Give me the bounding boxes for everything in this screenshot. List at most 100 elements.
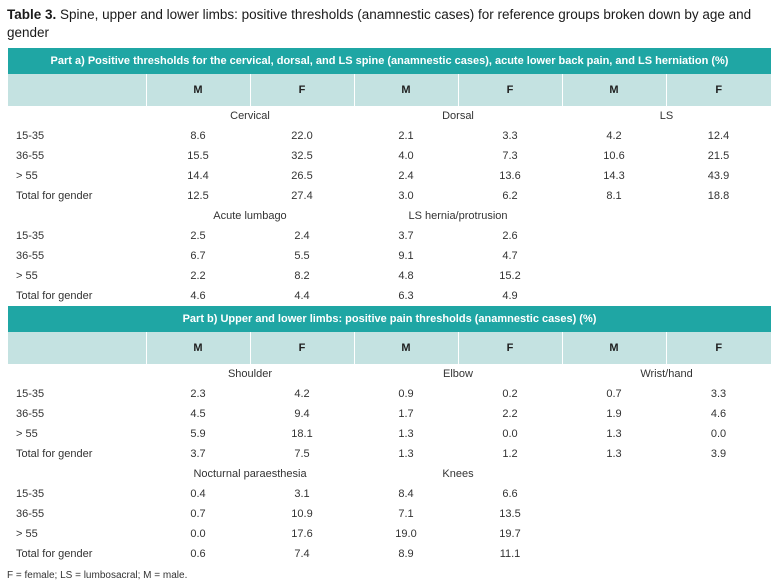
value-cell: 6.3: [398, 290, 414, 302]
value-cell: [666, 524, 771, 544]
value-cell: 15.5: [187, 150, 209, 162]
value-cell: 6.7: [190, 250, 206, 262]
value-cell: 0.9: [398, 388, 414, 400]
value-cell: 43.9: [707, 170, 730, 182]
value-cell: 0.7: [606, 388, 622, 400]
value-cell: 12.5: [187, 190, 209, 202]
value-cell: 4.6: [190, 290, 206, 302]
group-label: Dorsal: [442, 110, 474, 122]
value-cell: 11.1: [499, 548, 521, 560]
group-label-row: Acute lumbago LS hernia/protrusion: [8, 206, 771, 226]
value-cell: 8.4: [398, 488, 414, 500]
female-column-header: F: [457, 74, 562, 106]
group-label: Knees: [442, 468, 474, 480]
value-cell: 2.2: [502, 408, 518, 420]
value-cell: 3.9: [710, 448, 727, 460]
value-cell: 4.7: [502, 250, 518, 262]
row-label: 36-55: [16, 408, 45, 420]
value-cell: 8.1: [606, 190, 622, 202]
table-row: Total for gender 3.7 7.5 1.3 1.2 1.3 3.9: [8, 444, 771, 464]
female-column-header: F: [249, 332, 354, 364]
table-row: > 55 5.9 18.1 1.3 0.0 1.3 0.0: [8, 424, 771, 444]
value-cell: 5.5: [294, 250, 310, 262]
row-label: Total for gender: [16, 190, 93, 202]
data-table: Part a) Positive thresholds for the cerv…: [8, 48, 772, 564]
table-row: 15-35 8.6 22.0 2.1 3.3 4.2 12.4: [8, 126, 771, 146]
value-cell: 2.2: [190, 270, 206, 282]
table-row: > 55 14.4 26.5 2.4 13.6 14.3 43.9: [8, 166, 771, 186]
part-header-row: Part a) Positive thresholds for the cerv…: [8, 48, 772, 74]
value-cell: 7.1: [398, 508, 414, 520]
value-cell: [666, 286, 771, 306]
empty-header-cell: [8, 332, 146, 364]
value-cell: 2.6: [502, 230, 518, 242]
male-column-header: M: [353, 74, 458, 106]
part-header-row: Part b) Upper and lower limbs: positive …: [8, 306, 772, 332]
group-label: [562, 206, 771, 226]
value-cell: 1.3: [606, 448, 622, 460]
male-column-header: M: [145, 74, 250, 106]
value-cell: 26.5: [291, 170, 313, 182]
empty-cell: [8, 206, 146, 226]
value-cell: 0.4: [190, 488, 206, 500]
table-footnote: F = female; LS = lumbosacral; M = male.: [7, 570, 188, 581]
value-cell: 19.7: [499, 528, 521, 540]
part-title: Part a) Positive thresholds for the cerv…: [8, 48, 772, 74]
value-cell: 0.0: [502, 428, 518, 440]
male-column-header: M: [353, 332, 458, 364]
value-cell: 0.0: [710, 428, 727, 440]
value-cell: [562, 226, 666, 246]
table-row: 36-55 15.5 32.5 4.0 7.3 10.6 21.5: [8, 146, 771, 166]
value-cell: 3.1: [294, 488, 310, 500]
value-cell: 4.2: [294, 388, 310, 400]
value-cell: [562, 504, 666, 524]
table-title: Spine, upper and lower limbs: positive t…: [7, 7, 752, 40]
value-cell: 14.3: [603, 170, 625, 182]
table-row: 36-55 6.7 5.5 9.1 4.7: [8, 246, 771, 266]
value-cell: 9.4: [294, 408, 310, 420]
value-cell: 7.4: [294, 548, 310, 560]
value-cell: [562, 246, 666, 266]
row-label: 15-35: [16, 230, 45, 242]
value-cell: 13.5: [499, 508, 521, 520]
part-title: Part b) Upper and lower limbs: positive …: [8, 306, 772, 332]
table-row: 36-55 0.7 10.9 7.1 13.5: [8, 504, 771, 524]
table-row: Total for gender 12.5 27.4 3.0 6.2 8.1 18.8: [8, 186, 771, 206]
value-cell: 14.4: [187, 170, 209, 182]
value-cell: 8.2: [294, 270, 310, 282]
empty-cell: [8, 464, 146, 484]
row-label: > 55: [16, 428, 38, 440]
male-column-header: M: [561, 332, 666, 364]
value-cell: [666, 246, 771, 266]
group-label-row: Cervical Dorsal LS: [8, 106, 771, 126]
value-cell: 0.6: [190, 548, 206, 560]
row-label: Total for gender: [16, 448, 93, 460]
value-cell: [562, 524, 666, 544]
value-cell: 19.0: [395, 528, 417, 540]
value-cell: 1.3: [606, 428, 622, 440]
value-cell: 4.4: [294, 290, 310, 302]
value-cell: 9.1: [398, 250, 414, 262]
value-cell: [562, 544, 666, 564]
table-row: 15-35 2.5 2.4 3.7 2.6: [8, 226, 771, 246]
value-cell: 1.3: [398, 428, 414, 440]
value-cell: [666, 544, 771, 564]
table-row: 15-35 0.4 3.1 8.4 6.6: [8, 484, 771, 504]
row-label: Total for gender: [16, 290, 93, 302]
table-row: Total for gender 0.6 7.4 8.9 11.1: [8, 544, 771, 564]
value-cell: 15.2: [499, 270, 521, 282]
value-cell: 2.4: [294, 230, 310, 242]
male-column-header: M: [561, 74, 666, 106]
table-row: 15-35 2.3 4.2 0.9 0.2 0.7 3.3: [8, 384, 771, 404]
row-label: 15-35: [16, 488, 45, 500]
value-cell: 1.2: [502, 448, 518, 460]
group-label: Wrist/hand: [640, 368, 693, 380]
row-label: > 55: [16, 270, 38, 282]
group-label-row: Nocturnal paraesthesia Knees: [8, 464, 771, 484]
value-cell: 4.8: [398, 270, 414, 282]
value-cell: 1.7: [398, 408, 414, 420]
value-cell: 4.9: [502, 290, 518, 302]
value-cell: 2.3: [190, 388, 206, 400]
table-caption: Table 3. Spine, upper and lower limbs: p…: [7, 6, 767, 42]
